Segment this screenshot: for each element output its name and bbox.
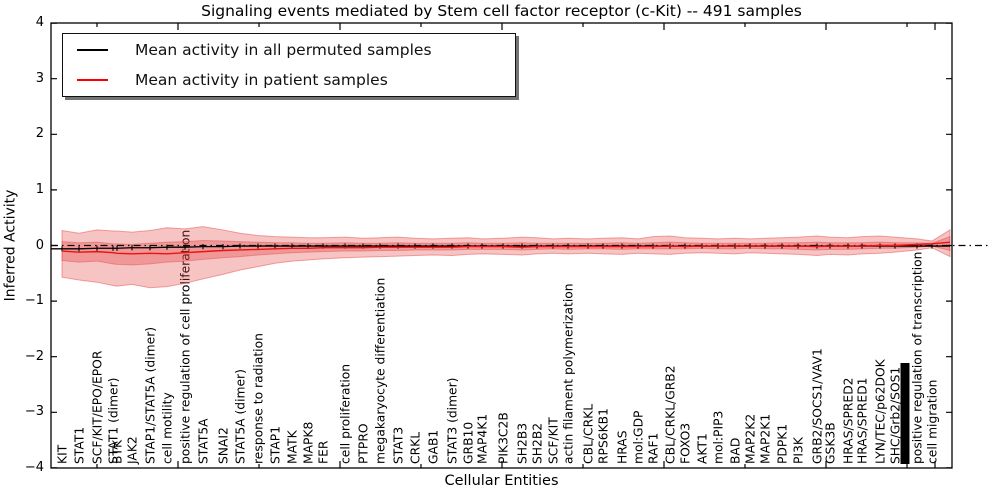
permuted-line-swatch [77, 49, 108, 51]
x-tick-label: STAT5A [197, 418, 211, 464]
x-tick-label: JAK2 [126, 436, 140, 465]
legend-label-patient: Mean activity in patient samples [135, 71, 388, 89]
x-tick-label: MATK [286, 429, 300, 464]
legend: Mean activity in all permuted samples Me… [62, 33, 516, 97]
chart-title: Signaling events mediated by Stem cell f… [201, 2, 802, 20]
x-axis-title: Cellular Entities [444, 473, 559, 489]
outer-activity-band [61, 226, 951, 289]
x-tick-label: MAPK8 [302, 422, 316, 464]
x-tick-label: cell motility [161, 392, 175, 464]
legend-item-permuted: Mean activity in all permuted samples [63, 35, 515, 65]
x-tick-label: GSK3B [824, 422, 838, 464]
x-tick-label: mol:PIP3 [712, 411, 726, 464]
legend-label-permuted: Mean activity in all permuted samples [135, 41, 432, 59]
y-tick-label: −3 [24, 404, 44, 420]
x-tick-label: HRAS/SPRED2 [842, 378, 856, 464]
x-tick-label: cell migration [926, 380, 940, 464]
x-tick-label: CRKL [409, 432, 423, 464]
x-tick-label: SH2B3 [516, 423, 530, 464]
x-tick-label: SCF/KIT/EPO/EPOR [91, 350, 105, 464]
y-tick-label: −1 [24, 293, 44, 309]
y-tick-label: 2 [35, 126, 44, 142]
y-tick-label: 3 [35, 70, 44, 86]
y-tick-label: −2 [24, 348, 44, 364]
x-tick-label: KIT [56, 444, 70, 464]
x-tick-label: AKT1 [696, 433, 710, 464]
x-tick-label: BAD [729, 438, 743, 464]
x-tick-label: RPS6KB1 [597, 408, 611, 464]
x-tick-label: MAP2K2 [744, 414, 758, 464]
x-tick-label: SCF/KIT [547, 417, 561, 464]
y-tick-label: 1 [35, 181, 44, 197]
x-tick-label: STAT3 [392, 427, 406, 464]
x-tick-label: HRAS [616, 430, 630, 464]
x-tick-label: GAB1 [427, 430, 441, 464]
x-tick-label: SH2B2 [531, 423, 545, 464]
x-tick-label: STAT5A (dimer) [234, 369, 248, 464]
x-tick-label: PIK3C2B [497, 412, 511, 464]
inner-activity-band [61, 235, 951, 266]
x-tick-label: STAT1 [73, 427, 87, 464]
x-tick-label: CBL/CRKL/GRB2 [664, 365, 678, 464]
x-tick-label: MAP2K1 [759, 414, 773, 464]
x-tick-label: positive regulation of cell proliferatio… [179, 230, 193, 464]
x-tick-label: response to radiation [252, 333, 266, 464]
x-tick-label: BTK [111, 439, 125, 464]
x-tick-label: STAT1 (dimer) [107, 378, 121, 464]
x-tick-label: RAF1 [647, 433, 661, 464]
x-tick-label: PDPK1 [776, 424, 790, 464]
y-tick-label: 0 [35, 237, 44, 253]
x-tick-label: cell proliferation [339, 364, 353, 464]
x-tick-label: PI3K [792, 436, 806, 464]
x-tick-label: FOXO3 [679, 423, 693, 464]
x-tick-label: SHC/Grb2/SOS1 [889, 367, 903, 464]
y-tick-label: −4 [24, 459, 44, 475]
x-tick-label: HRAS/SPRED1 [856, 378, 870, 464]
axis-ticks [51, 22, 952, 469]
x-tick-label: PTPRO [357, 423, 371, 464]
x-tick-label: CBL/CRKL [582, 404, 596, 464]
x-tick-label: positive regulation of transcription [911, 252, 925, 464]
patient-mean-line [61, 241, 951, 255]
x-tick-label: FER [317, 440, 331, 464]
x-tick-label: STAT3 (dimer) [446, 378, 460, 464]
overlapping-labels-blob [900, 363, 910, 464]
x-tick-label: MAP4K1 [476, 414, 490, 464]
x-tick-label: mol:GDP [632, 411, 646, 464]
x-tick-label: GRB2/SOCS1/VAV1 [811, 348, 825, 464]
patient-line-swatch [77, 79, 108, 81]
x-tick-label: STAP1 [269, 426, 283, 464]
x-tick-label: STAP1/STAT5A (dimer) [144, 327, 158, 464]
x-tick-label: megakaryocyte differentiation [374, 278, 388, 464]
legend-item-patient: Mean activity in patient samples [63, 65, 515, 95]
x-tick-label: SNAI2 [217, 427, 231, 464]
x-tick-label: GRB10 [462, 422, 476, 464]
x-tick-label: actin filament polymerization [562, 283, 576, 464]
x-tick-label: LYN/TEC/p62DOK [874, 358, 888, 464]
y-tick-label: 4 [35, 15, 44, 31]
